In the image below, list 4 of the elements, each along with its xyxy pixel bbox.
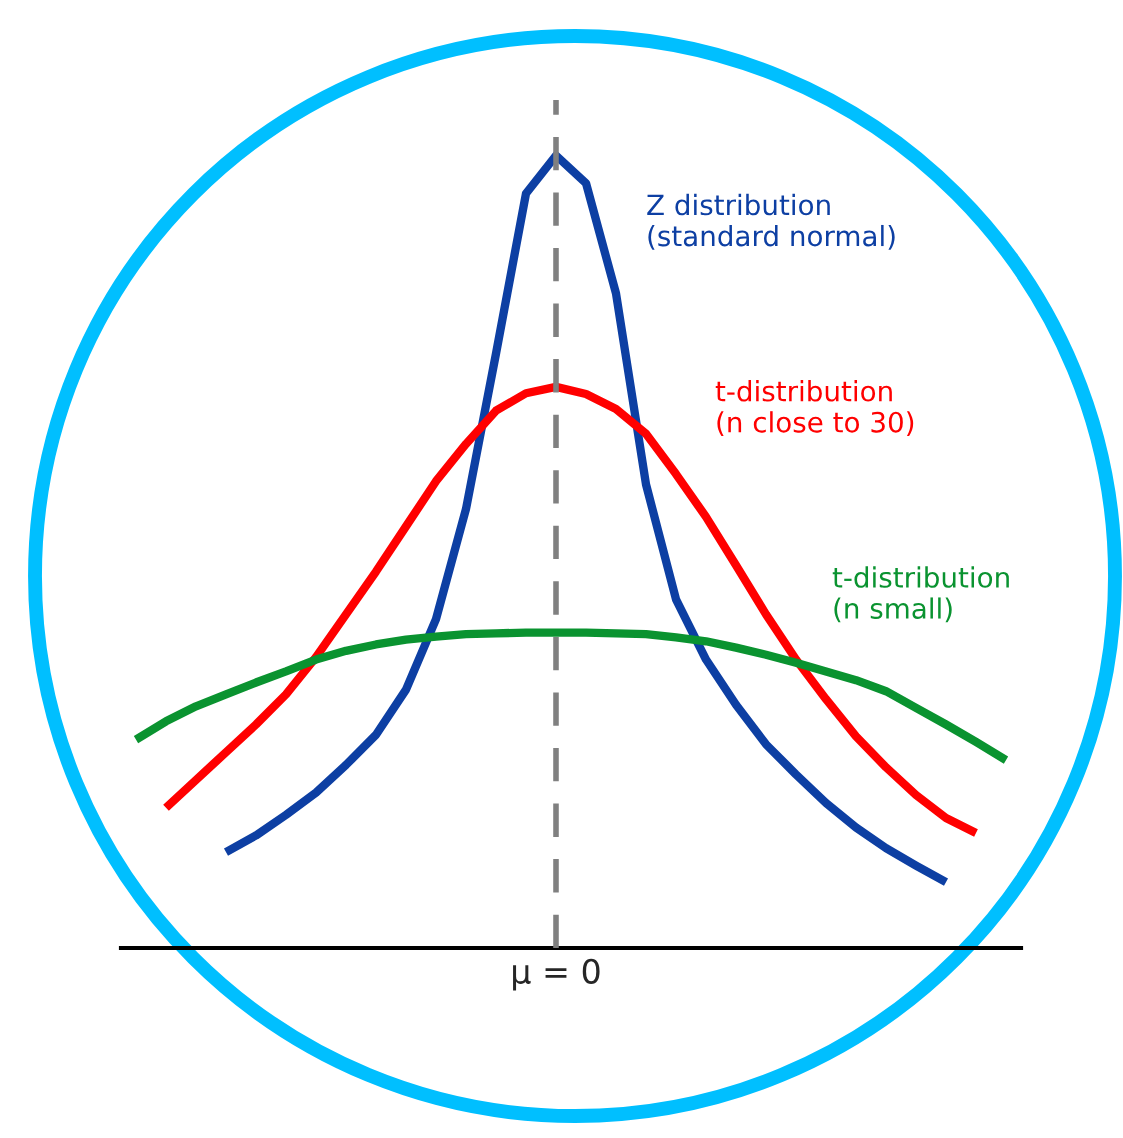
series-label: Z distribution (standard normal) [647,193,895,250]
series-label: t-distribution (n small) [832,566,1009,623]
text: μ = 0 [513,958,600,991]
series-label: t-distribution (n close to 30) [715,380,914,436]
